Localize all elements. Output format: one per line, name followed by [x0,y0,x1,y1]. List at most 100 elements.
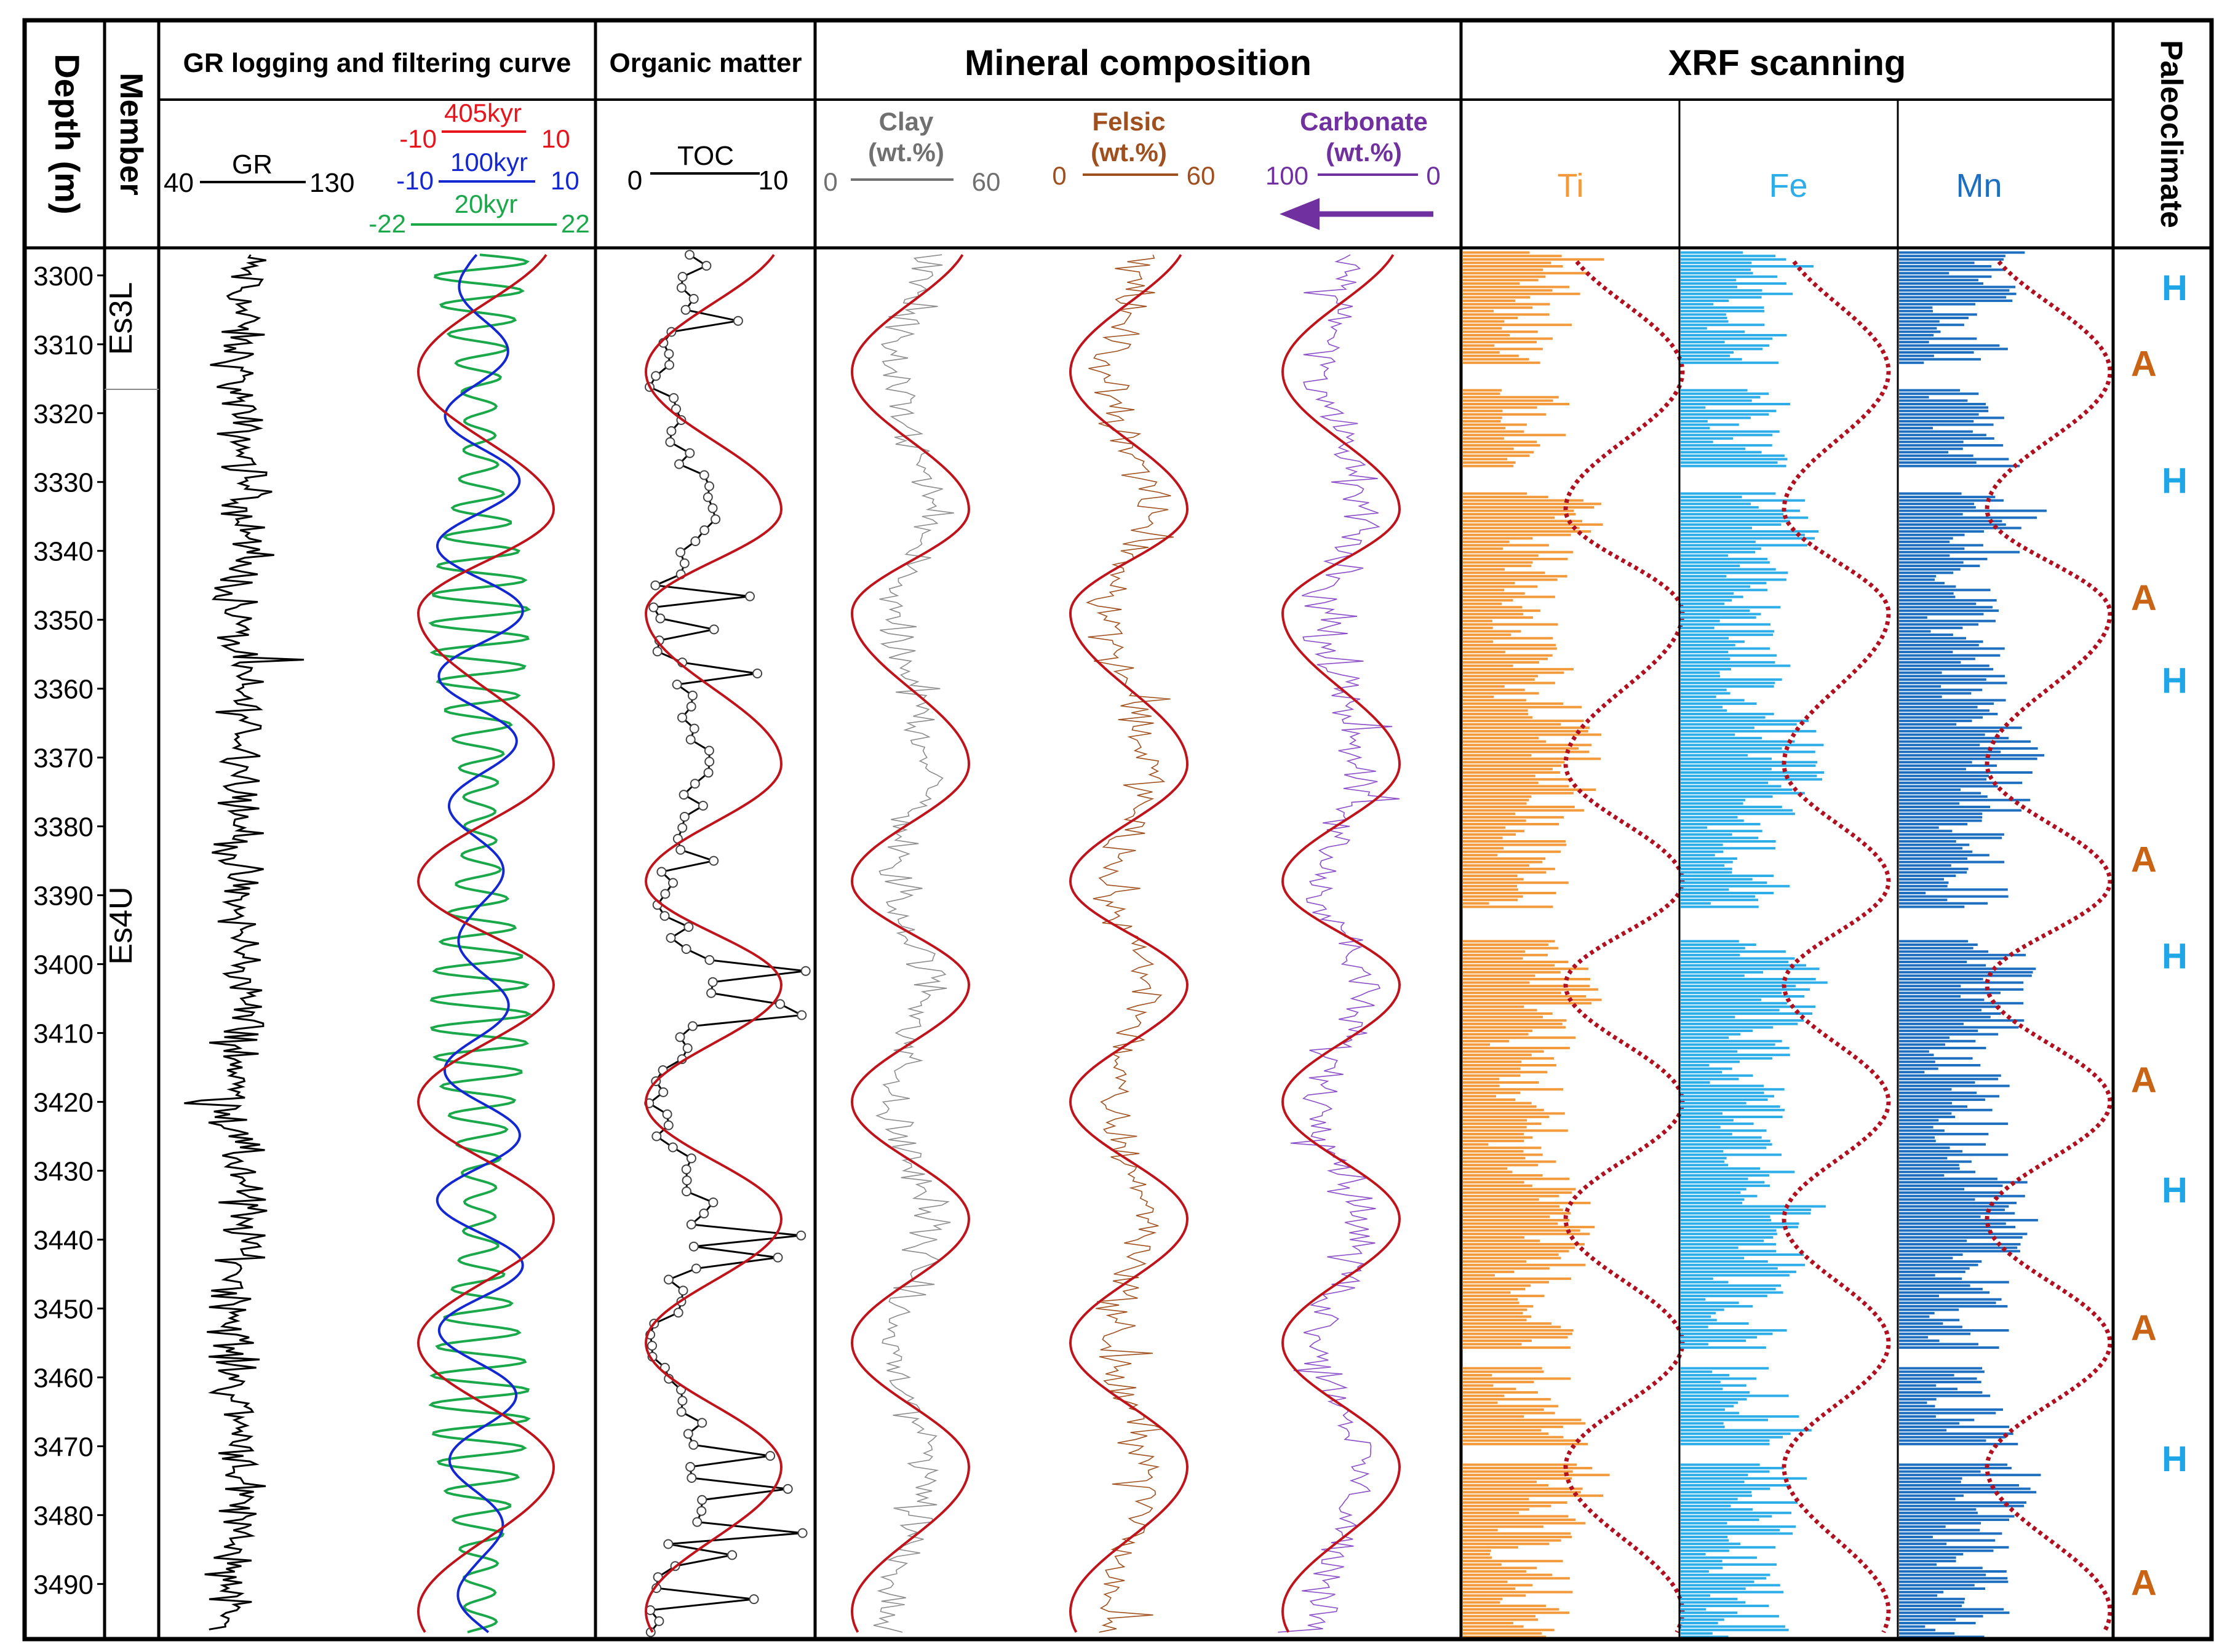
xrf-fe-bar [1681,1474,1748,1477]
xrf-ti-bar [1463,726,1590,729]
xrf-ti-bar [1463,1284,1531,1287]
xrf-mn-bar [1899,1543,1947,1546]
xrf-ti-bar [1463,1019,1567,1022]
xrf-fe-bar [1681,1026,1774,1029]
xrf-mn-bar [1899,1194,2025,1197]
xrf-fe-bar [1681,974,1745,977]
xrf-ti-bar [1463,1074,1521,1077]
xrf-mn-bar [1899,1373,1954,1376]
xrf-fe-bar [1681,1201,1743,1204]
paleoclimate-humid-label: H [2162,461,2188,501]
xrf-mn-bar [1899,702,1994,705]
toc-sample-point [727,1550,738,1560]
xrf-mn-bar [1899,788,1961,791]
xrf-mn-bar [1899,757,2037,760]
xrf-fe-bar [1681,692,1730,695]
xrf-ti-bar [1463,1039,1510,1042]
xrf-mn-bar [1899,1329,2009,1332]
toc-sample-point [683,1429,693,1439]
xrf-fe-bar [1681,451,1762,454]
xrf-fe-bar [1681,540,1756,543]
gr-scale-name: GR [232,149,273,180]
xrf-mn-bar [1899,320,1940,323]
xrf-mn-bar [1899,451,1948,454]
xrf-mn-bar [1899,1343,1978,1346]
xrf-ti-bar [1463,399,1553,402]
xrf-mn-bar [1899,840,1956,843]
xrf-ti-bar [1463,334,1510,336]
xrf-ti-bar [1463,1116,1550,1118]
xrf-ti-bar [1463,964,1555,967]
felsic-name: Felsic [1092,107,1165,136]
xrf-fe-bar [1681,1373,1729,1376]
xrf-fe-bar [1681,1019,1804,1022]
xrf-fe-bar [1681,550,1756,554]
toc-cycle-curve [644,254,783,1633]
toc-sample-point [707,503,718,514]
xrf-ti-bar [1463,1043,1490,1046]
toc-sample-point [650,580,661,590]
xrf-fe-bar [1681,1504,1731,1507]
xrf-mn-bar [1899,279,1978,282]
xrf-ti-bar [1463,723,1561,726]
toc-sample-point [652,646,663,657]
xrf-mn-bar [1899,1074,2001,1077]
filter-20-name: 20kyr [455,189,518,218]
xrf-mn-bar [1899,1274,1935,1277]
xrf-mn-bar [1899,1553,1964,1555]
xrf-mn-bar [1899,261,1975,264]
xrf-ti-bar [1463,1339,1532,1342]
xrf-fe-bar [1681,967,1820,971]
xrf-ti-bar [1463,1422,1586,1425]
xrf-ti-bar [1463,1418,1582,1421]
xrf-fe-bar [1681,292,1793,295]
xrf-mn-bar [1899,1205,2009,1208]
xrf-mn-bar [1899,1026,2019,1029]
xrf-fe-bar [1681,544,1807,547]
xrf-fe-bar [1681,757,1772,760]
xrf-fe-bar [1681,413,1769,416]
toc-sample-point [699,1209,709,1218]
xrf-mn-bar [1899,1522,1981,1525]
xrf-ti-bar [1463,1226,1595,1229]
xrf-mn-bar [1899,1312,1935,1315]
xrf-ti-bar [1463,1381,1534,1384]
xrf-ti-bar [1463,867,1555,870]
toc-sample-point [651,371,661,381]
toc-sample-point [686,701,696,712]
xrf-ti-bar [1463,1067,1521,1070]
xrf-fe-bar [1681,716,1766,719]
xrf-mn-bar [1899,1212,2015,1215]
xrf-fe-bar [1681,1432,1791,1436]
xrf-ti-bar [1463,1098,1516,1101]
xrf-fe-bar [1681,1091,1764,1094]
xrf-fe-bar [1681,1394,1789,1397]
xrf-ti-bar [1463,351,1500,354]
xrf-ti-bar [1463,1408,1544,1411]
xrf-fe-bar [1681,344,1770,347]
xrf-mn-bar [1899,1418,1975,1421]
xrf-fe-bar [1681,1167,1761,1170]
xrf-mn-bar [1899,571,1954,574]
xrf-fe-bar [1681,282,1786,285]
depth-tick-label: 3390 [33,881,94,911]
xrf-mn-bar [1899,981,2024,984]
toc-sample-point [681,944,691,954]
xrf-mn-bar [1899,282,1983,285]
xrf-fe-bar [1681,640,1745,643]
xrf-fe-bar [1681,864,1724,867]
xrf-mn-bar [1899,1487,2031,1490]
xrf-ti-bar [1463,643,1556,646]
xrf-fe-bar [1681,1528,1780,1531]
xrf-mn-bar [1899,1036,1949,1039]
xrf-mn-bar [1899,961,1967,963]
xrf-mn-bar [1899,1532,2002,1535]
xrf-fe-bar [1681,537,1815,540]
xrf-fe-bar [1681,705,1723,709]
xrf-ti-bar [1463,1601,1500,1604]
xrf-ti-bar [1463,540,1510,543]
xrf-ti-bar [1463,513,1576,516]
xrf-fe-bar [1681,1543,1741,1546]
xrf-mn-bar [1899,616,1927,619]
toc-sample-point [678,1285,688,1296]
